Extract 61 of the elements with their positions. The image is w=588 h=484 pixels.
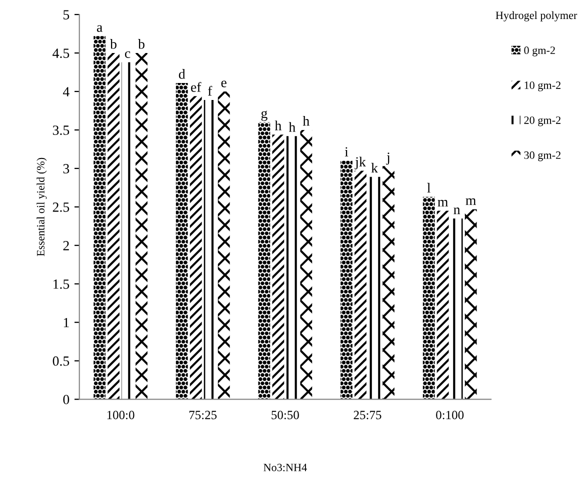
data-label: f <box>208 86 212 96</box>
y-tick-label: 0.5 <box>52 356 70 366</box>
y-tick-label: 2.5 <box>52 202 70 212</box>
bar <box>422 196 435 400</box>
data-label: h <box>274 120 282 130</box>
bar <box>108 53 120 400</box>
y-tick-label: 3 <box>63 164 70 174</box>
data-label: m <box>438 200 448 206</box>
data-label: h <box>302 116 310 126</box>
data-label: m <box>466 198 476 205</box>
bar <box>94 36 106 400</box>
data-label: l <box>427 182 430 193</box>
y-tick-label: 3.5 <box>52 126 70 135</box>
bar <box>204 100 216 400</box>
legend-title: Hydrogel polymer <box>496 11 578 22</box>
bar <box>258 122 270 400</box>
bar <box>340 160 352 400</box>
bar <box>300 130 312 400</box>
data-label: d <box>178 69 186 79</box>
bar <box>436 210 449 400</box>
data-label: j <box>386 152 390 165</box>
data-label: h <box>288 122 296 132</box>
data-label: b <box>110 39 116 49</box>
data-label: ef <box>191 82 202 92</box>
x-tick-label: 25:75 <box>354 410 382 420</box>
data-label: a <box>96 25 102 32</box>
y-tick-label: 4.5 <box>52 48 70 58</box>
bar <box>368 176 380 400</box>
x-tick-label: 75:25 <box>189 410 217 420</box>
legend-label: 30 gm-2 <box>524 151 560 162</box>
y-tick-label: 1 <box>64 318 69 328</box>
x-axis-title: No3:NH4 <box>264 464 307 472</box>
bar <box>286 136 298 400</box>
bar <box>136 53 148 400</box>
data-label: e <box>221 80 226 88</box>
y-tick-label: 2 <box>63 241 69 250</box>
data-label: c <box>124 51 130 58</box>
data-label: jk <box>354 156 366 170</box>
y-tick-label: 0 <box>63 394 70 404</box>
data-label: g <box>261 110 268 121</box>
y-tick-label: 5 <box>64 10 70 20</box>
data-label: k <box>371 162 378 173</box>
x-tick-label: 100:0 <box>107 410 134 420</box>
data-label: n <box>454 208 460 214</box>
bar <box>354 170 366 400</box>
legend-label: 0 gm-2 <box>524 46 555 56</box>
bar <box>218 91 230 400</box>
bar <box>272 134 284 400</box>
bar <box>190 96 202 400</box>
x-tick-label: 0:100 <box>436 410 464 420</box>
data-label: i <box>344 147 348 156</box>
bar <box>176 83 188 400</box>
y-tick-label: 4 <box>62 87 70 96</box>
legend-label: 20 gm-2 <box>524 116 560 126</box>
x-tick-label: 50:50 <box>272 410 299 420</box>
y-tick-label: 1.5 <box>54 280 70 289</box>
y-axis-title: Essential oil yield (%) <box>36 158 47 256</box>
bar <box>464 209 477 400</box>
bar <box>382 166 394 400</box>
data-label: b <box>138 39 144 49</box>
legend-label: 10 gm-2 <box>524 81 560 92</box>
